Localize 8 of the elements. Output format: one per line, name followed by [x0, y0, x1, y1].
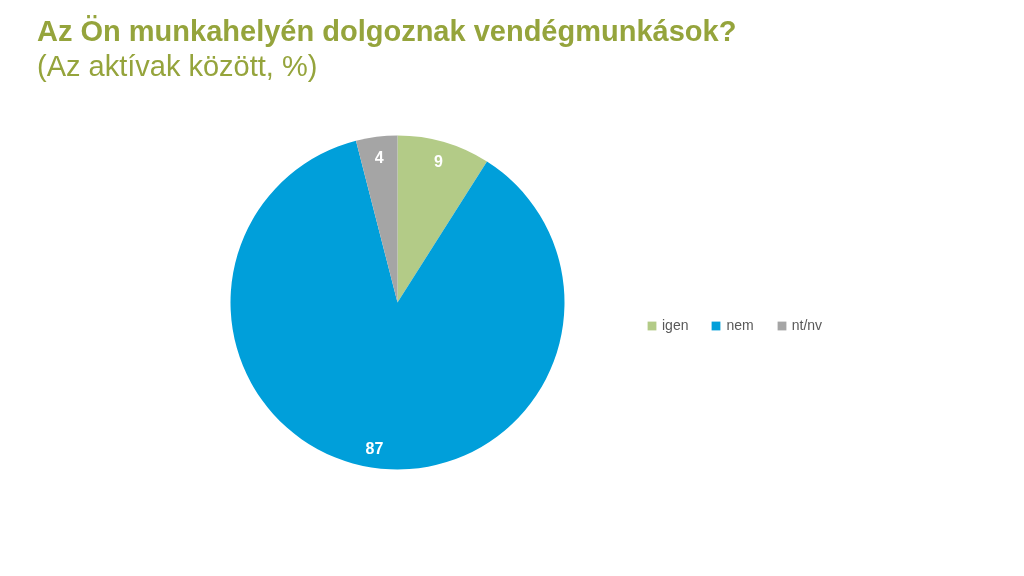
chart-subtitle: (Az aktívak között, %)	[37, 49, 318, 84]
chart-title: Az Ön munkahelyén dolgoznak vendégmunkások?	[37, 15, 737, 47]
data-label: 87	[365, 439, 384, 457]
data-label: 4	[374, 148, 384, 166]
data-label: 9	[434, 153, 444, 171]
legend-label: nt/nv	[791, 317, 823, 333]
legend-label: nem	[726, 317, 754, 333]
legend-label: igen	[662, 317, 689, 333]
